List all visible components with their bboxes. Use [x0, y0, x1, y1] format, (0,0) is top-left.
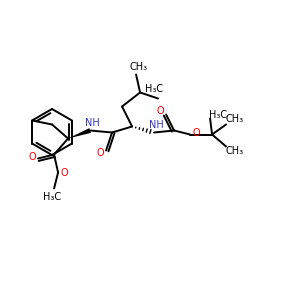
Text: CH₃: CH₃ [225, 113, 243, 124]
Text: H₃C: H₃C [209, 110, 227, 119]
Text: O: O [156, 106, 164, 116]
Text: CH₃: CH₃ [129, 61, 147, 71]
Text: NH: NH [149, 121, 164, 130]
Text: NH: NH [85, 118, 100, 128]
Text: O: O [60, 169, 68, 178]
Text: O: O [96, 148, 104, 158]
Text: CH₃: CH₃ [225, 146, 243, 157]
Text: O: O [192, 128, 200, 137]
Text: H₃C: H₃C [145, 85, 163, 94]
Polygon shape [68, 128, 91, 139]
Text: H₃C: H₃C [43, 191, 61, 202]
Text: O: O [28, 152, 36, 163]
